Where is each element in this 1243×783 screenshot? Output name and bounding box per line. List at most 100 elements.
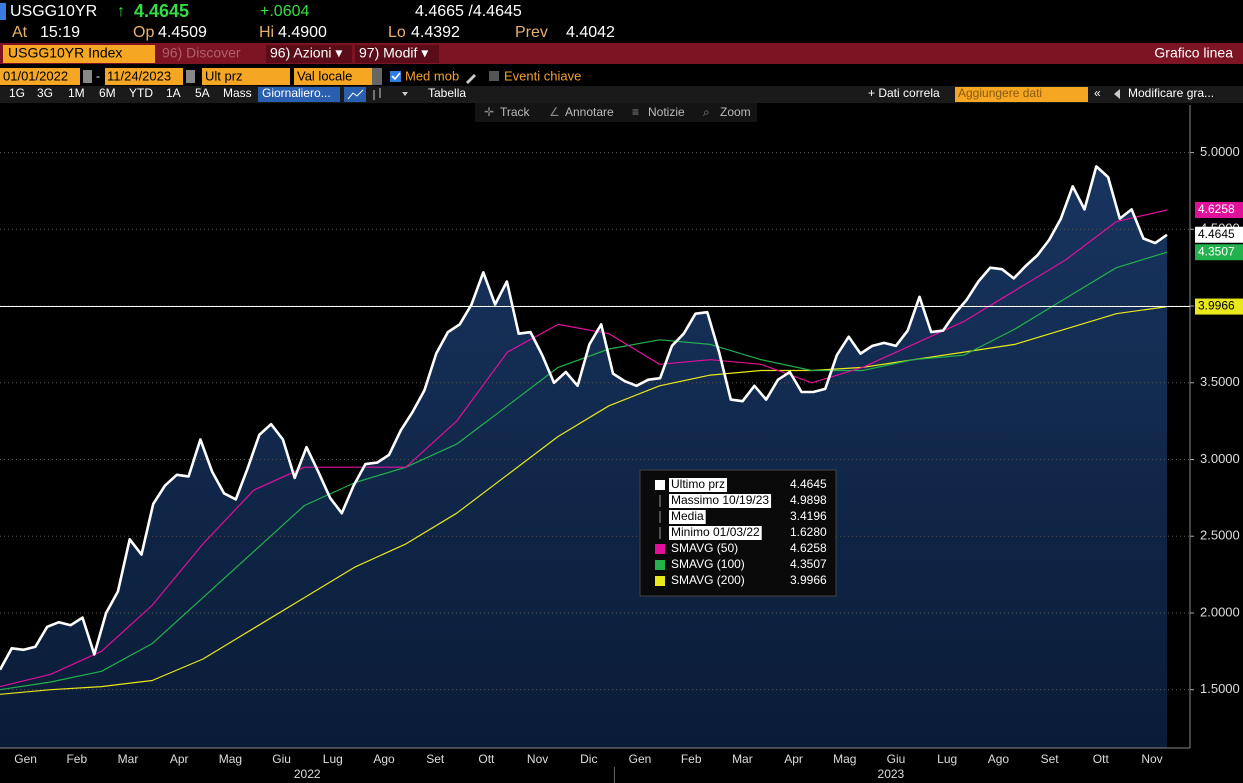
field-select[interactable]	[202, 68, 290, 85]
chart: 1.50002.00002.50003.00003.50004.00004.50…	[0, 105, 1243, 783]
x-tick-label: Mag	[833, 752, 856, 766]
legend-swatch	[655, 480, 665, 490]
x-tick-label: Nov	[527, 752, 548, 766]
legend-label-highlight	[669, 478, 728, 492]
y-tick-label: 1.5000	[1200, 681, 1240, 696]
legend-label: SMAVG (50)	[671, 541, 738, 555]
bar-icon[interactable]	[373, 88, 381, 100]
x-tick-label: Mar	[732, 752, 753, 766]
date-field[interactable]	[0, 68, 80, 85]
bid-ask: 4.4665 /4.4645	[415, 3, 522, 20]
quote-value: 4.4392	[411, 24, 460, 41]
security-name[interactable]: USGG10YR Index	[8, 45, 122, 61]
tool-icon: ⌕	[703, 105, 710, 119]
tool-button[interactable]: Notizie	[648, 105, 685, 119]
currency-select[interactable]	[294, 68, 382, 85]
tool-icon: ≡	[632, 105, 639, 119]
checkmark	[391, 72, 401, 81]
legend-value: 3.4196	[790, 509, 827, 523]
date-separator: -	[96, 69, 100, 83]
y-tick-label: 5.0000	[1200, 144, 1240, 159]
legend: Ultimo prz 4.4645 Massimo 10/19/23 4.9898 Me…	[639, 469, 837, 597]
end-date[interactable]: 11/24/2023	[107, 68, 171, 83]
tool-button[interactable]: Track	[500, 105, 531, 119]
quote-label: Lo	[388, 24, 406, 41]
date-field[interactable]	[105, 68, 183, 85]
legend-label: SMAVG (200)	[671, 573, 745, 587]
menu-button[interactable]	[355, 45, 439, 63]
legend-swatch	[655, 576, 665, 586]
period-button[interactable]: 5A	[195, 86, 210, 100]
dropdown-arrow[interactable]	[372, 68, 382, 85]
tool-bar	[475, 103, 757, 122]
key-events[interactable]: Eventi chiave	[504, 68, 581, 83]
legend-value: 1.6280	[790, 525, 827, 539]
x-tick-label: Mag	[219, 752, 242, 766]
quote-label: Hi	[259, 24, 274, 41]
x-tick-label: Ott	[1093, 752, 1110, 766]
start-date[interactable]: 01/01/2022	[3, 68, 68, 83]
legend-value: 4.9898	[790, 493, 827, 507]
legend-label: Minimo 01/03/22	[671, 525, 760, 539]
period-button[interactable]: 1A	[166, 86, 181, 100]
expand-icon[interactable]	[1114, 89, 1120, 99]
x-tick-label: Ago	[373, 752, 395, 766]
edit-icon[interactable]	[466, 74, 476, 84]
period-button[interactable]: 6M	[99, 86, 116, 100]
x-tick-label: Ott	[478, 752, 495, 766]
menu-item[interactable]: 96) Azioni ▾	[270, 45, 342, 61]
last-value-label: 4.3507	[1198, 244, 1235, 258]
quote-value: 15:19	[40, 24, 80, 41]
period-button[interactable]: YTD	[129, 86, 153, 100]
currency[interactable]: Val locale	[297, 68, 352, 83]
x-tick-label: Feb	[681, 752, 702, 766]
frequency-button[interactable]	[258, 87, 340, 102]
dropdown-arrow[interactable]	[402, 92, 408, 96]
related-data-button[interactable]: + Dati correla	[868, 86, 940, 100]
menu-button[interactable]	[266, 45, 352, 63]
add-data-field[interactable]	[955, 87, 1088, 102]
checkbox[interactable]	[489, 71, 499, 81]
legend-value: 4.4645	[790, 477, 827, 491]
security-field[interactable]	[3, 45, 155, 63]
add-data[interactable]: Aggiungere dati	[958, 86, 1042, 100]
menu-item[interactable]: 97) Modif ▾	[359, 45, 428, 61]
menu-item[interactable]: 96) Discover	[162, 45, 241, 61]
x-tick-label: Apr	[170, 752, 189, 766]
moving-avg[interactable]: Med mob	[405, 68, 459, 83]
period-button[interactable]: 1G	[9, 86, 25, 100]
tool-button[interactable]: Zoom	[720, 105, 751, 119]
last-value-box	[1195, 201, 1243, 218]
chart-type: Grafico linea	[1154, 45, 1233, 61]
calendar-icon[interactable]	[186, 70, 195, 83]
line-icon	[347, 89, 364, 100]
y-tick-label: 2.0000	[1200, 604, 1240, 619]
period-button[interactable]: 3G	[37, 86, 53, 100]
legend-label: Massimo 10/19/23	[671, 493, 769, 507]
tool-button[interactable]: Annotare	[565, 105, 614, 119]
period-button[interactable]: 1M	[68, 86, 85, 100]
legend-label-highlight	[669, 526, 762, 540]
calendar-icon[interactable]	[83, 70, 92, 83]
x-tick-label: Set	[426, 752, 445, 766]
checkbox-checked[interactable]	[390, 71, 401, 82]
year-label: 2023	[878, 767, 905, 781]
last-value-label: 3.9966	[1198, 299, 1235, 313]
x-tick-label: Dic	[580, 752, 597, 766]
series-line	[0, 209, 1168, 688]
field[interactable]: Ult prz	[205, 68, 243, 83]
net-change: +.0604	[260, 3, 309, 20]
collapse-icon[interactable]: «	[1094, 86, 1101, 100]
period-button[interactable]: Mass	[223, 86, 252, 100]
legend-swatch	[655, 560, 665, 570]
legend-label: Media	[671, 509, 704, 523]
x-tick-label: Gen	[14, 752, 37, 766]
x-tick-label: Lug	[323, 752, 343, 766]
edit-chart-button[interactable]: Modificare gra...	[1128, 86, 1214, 100]
tool-icon: ∠	[549, 105, 560, 119]
table-button[interactable]: Tabella	[428, 86, 466, 100]
frequency[interactable]: Giornaliero...	[262, 86, 331, 100]
quote-label: Prev	[515, 24, 548, 41]
price-area	[0, 166, 1167, 748]
